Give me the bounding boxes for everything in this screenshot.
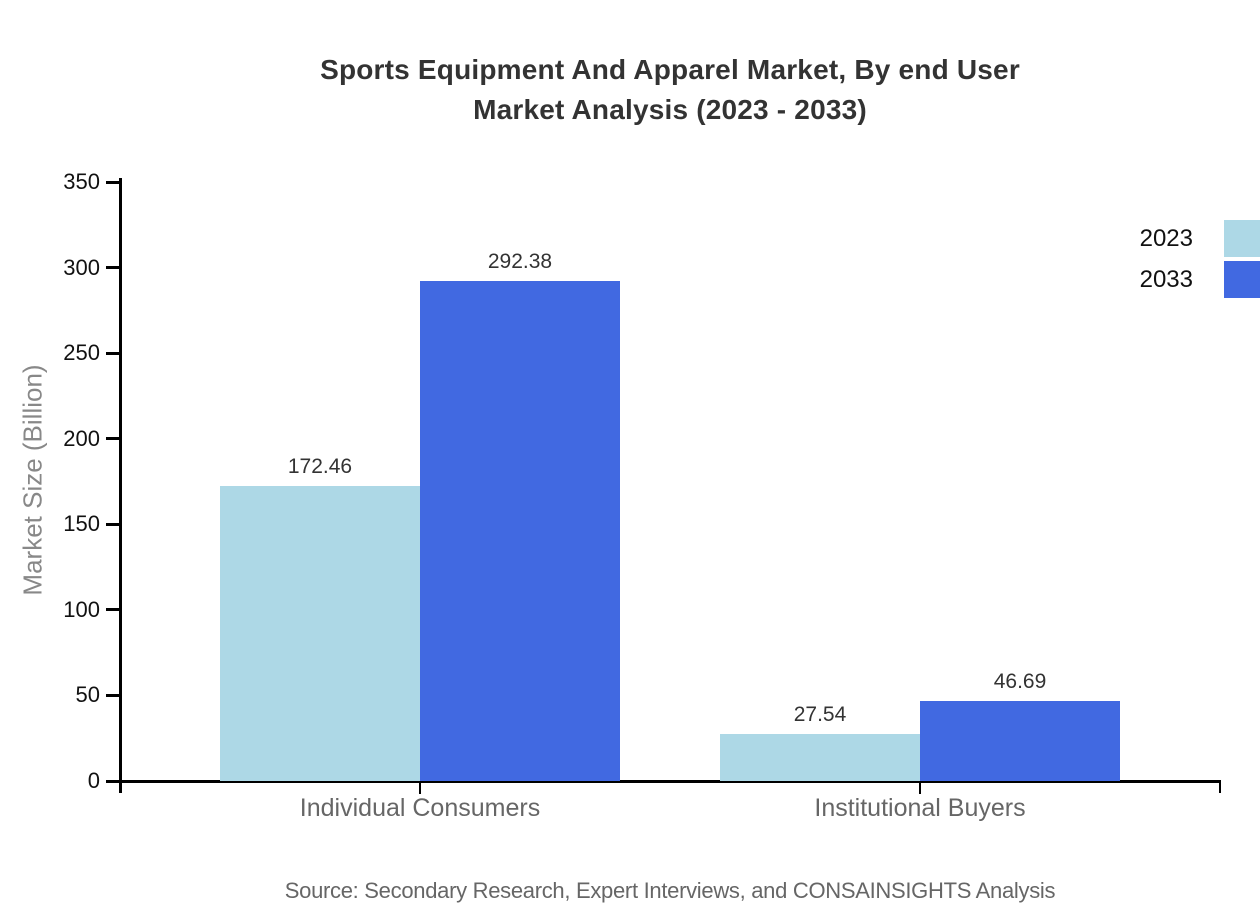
legend-swatch-2023: [1224, 220, 1260, 257]
bar-2033-0: [420, 280, 620, 781]
y-tick-label: 50: [75, 682, 100, 708]
y-tick-mark: [106, 608, 119, 612]
legend-item-2033: 2033: [1060, 261, 1260, 298]
bar-value-label: 292.38: [487, 249, 553, 273]
y-tick-mark: [106, 522, 119, 526]
bar-2023-0: [220, 485, 420, 781]
chart-title-line2: Market Analysis (2023 - 2033): [473, 94, 867, 125]
y-tick-label: 150: [63, 511, 100, 537]
y-tick-label: 350: [63, 169, 100, 194]
legend-label: 2033: [1139, 265, 1193, 293]
x-category-label: Individual Consumers: [299, 794, 541, 822]
y-tick-label: 200: [63, 425, 100, 451]
bar-value-label: 46.69: [993, 670, 1047, 694]
bar-value-label: 27.54: [793, 702, 847, 726]
y-tick-label: 0: [87, 768, 100, 793]
y-axis-spine: [119, 178, 122, 793]
legend-item-2023: 2023: [1060, 220, 1260, 257]
y-tick-mark: [106, 180, 119, 184]
source-note: Source: Secondary Research, Expert Inter…: [284, 878, 1056, 903]
x-axis-spine: [119, 780, 1221, 783]
x-tick-mark: [418, 781, 422, 794]
y-tick-label: 250: [63, 340, 100, 366]
y-tick-mark: [106, 693, 119, 697]
x-category-label: Institutional Buyers: [814, 794, 1026, 822]
y-tick-mark: [106, 266, 119, 270]
y-tick-label: 300: [63, 254, 100, 280]
bar-value-label: 172.46: [287, 454, 353, 478]
y-tick-label: 100: [63, 596, 100, 622]
y-tick-mark: [106, 437, 119, 441]
bar-2033-1: [920, 701, 1120, 781]
chart-title: Sports Equipment And Apparel Market, By …: [120, 50, 1220, 130]
legend-swatch-2033: [1224, 261, 1260, 298]
x-tick-mark: [918, 781, 922, 794]
y-tick-mark: [106, 779, 119, 783]
bar-2023-1: [720, 733, 920, 781]
x-axis-end-tick: [1218, 780, 1221, 793]
y-tick-mark: [106, 351, 119, 355]
chart-title-line1: Sports Equipment And Apparel Market, By …: [320, 54, 1020, 85]
legend-label: 2023: [1139, 224, 1193, 252]
